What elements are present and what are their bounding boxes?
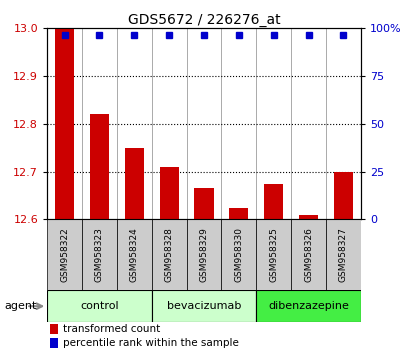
Text: GSM958323: GSM958323 [95, 227, 103, 282]
Bar [194, 188, 213, 219]
Bar [159, 167, 178, 219]
Text: transformed count: transformed count [63, 324, 160, 334]
Bar [298, 215, 317, 219]
Text: GSM958325: GSM958325 [269, 227, 277, 282]
Text: GSM958324: GSM958324 [130, 228, 138, 282]
Bar [333, 172, 352, 219]
Bar [82, 219, 117, 290]
Bar [151, 290, 256, 322]
Bar [55, 28, 74, 219]
Bar [47, 219, 82, 290]
Bar [263, 184, 283, 219]
Text: GSM958327: GSM958327 [338, 227, 347, 282]
Text: GSM958328: GSM958328 [164, 227, 173, 282]
Text: dibenzazepine: dibenzazepine [267, 301, 348, 311]
Title: GDS5672 / 226276_at: GDS5672 / 226276_at [127, 13, 280, 27]
Text: agent: agent [4, 301, 36, 311]
Text: GSM958326: GSM958326 [303, 227, 312, 282]
Bar [151, 219, 186, 290]
Bar [50, 324, 58, 334]
Bar [256, 219, 290, 290]
Text: percentile rank within the sample: percentile rank within the sample [63, 338, 238, 348]
Bar [117, 219, 151, 290]
Bar [229, 207, 248, 219]
Bar [186, 219, 221, 290]
Text: GSM958329: GSM958329 [199, 227, 208, 282]
Bar [47, 290, 151, 322]
Text: GSM958322: GSM958322 [60, 228, 69, 282]
Bar [325, 219, 360, 290]
Bar [290, 219, 325, 290]
Bar [256, 290, 360, 322]
Text: control: control [80, 301, 119, 311]
Text: bevacizumab: bevacizumab [166, 301, 240, 311]
Bar [90, 114, 109, 219]
Text: GSM958330: GSM958330 [234, 227, 243, 282]
Bar [124, 148, 144, 219]
Bar [50, 338, 58, 348]
Bar [221, 219, 256, 290]
